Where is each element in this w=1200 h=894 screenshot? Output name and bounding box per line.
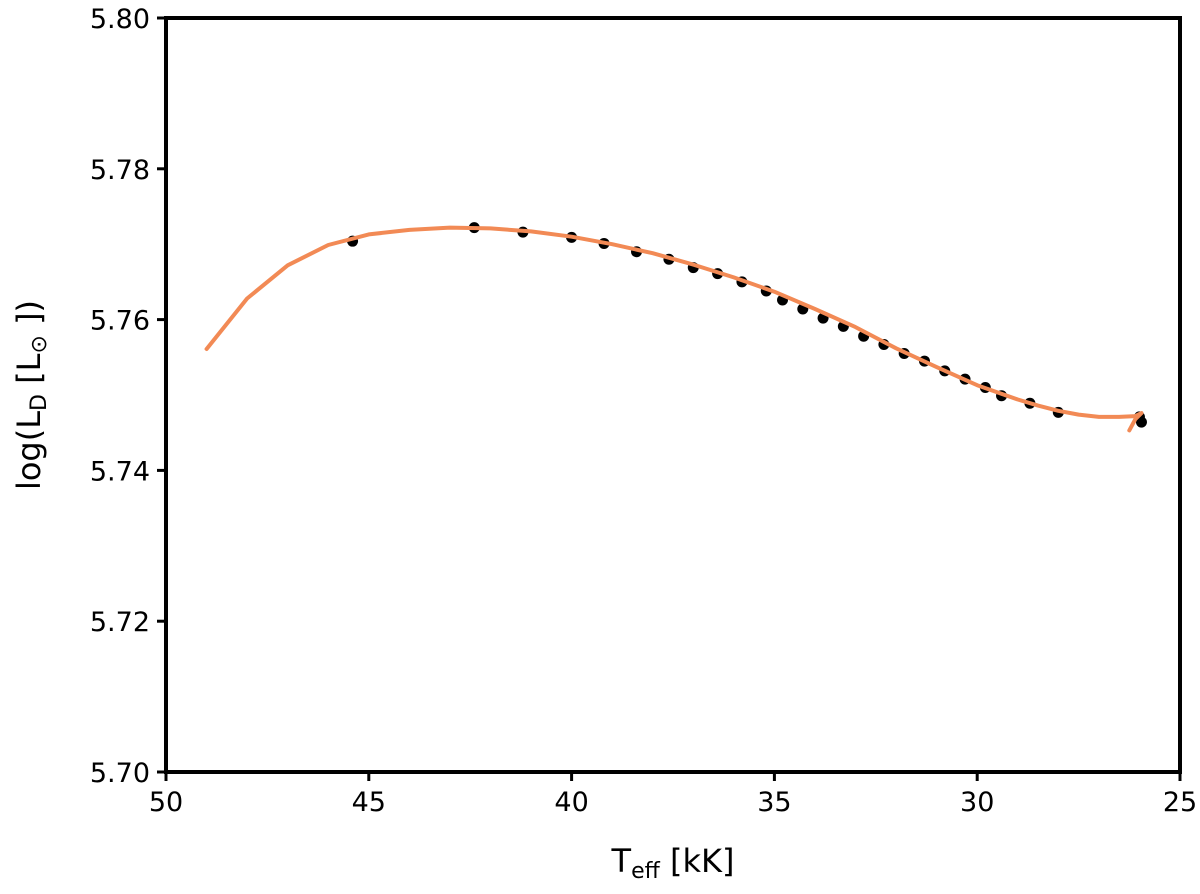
- y-axis-label: log(LD [L⊙ ]): [10, 300, 52, 490]
- chart-marks: [204, 222, 1147, 433]
- x-ticks: 50 45 40 35 30 25: [149, 772, 1197, 818]
- y-tick-label: 5.70: [90, 758, 150, 789]
- x-tick-label: 35: [757, 787, 791, 818]
- x-tick-label: 45: [352, 787, 386, 818]
- model-curve: [204, 225, 1144, 433]
- x-tick-label: 50: [149, 787, 183, 818]
- x-axis-label-main: T: [611, 842, 632, 880]
- x-axis-label: Teff [kK]: [611, 842, 735, 884]
- y-axis-label-post: ]): [10, 300, 48, 335]
- y-tick-label: 5.78: [90, 155, 150, 186]
- y-tick-label: 5.80: [90, 4, 150, 35]
- y-axis-label-pre: log(L: [10, 411, 48, 490]
- y-axis-label-mid: [L: [10, 353, 48, 394]
- x-tick-label: 40: [554, 787, 588, 818]
- x-axis-label-rest: [kK]: [660, 842, 735, 880]
- y-tick-label: 5.74: [90, 456, 150, 487]
- y-axis-label-sub2: ⊙: [27, 335, 52, 353]
- plot-frame: [164, 16, 1182, 774]
- data-point: [1135, 416, 1147, 428]
- x-tick-label: 30: [960, 787, 994, 818]
- y-tick-label: 5.76: [90, 306, 150, 337]
- y-tick-label: 5.72: [90, 607, 150, 638]
- x-tick-label: 25: [1163, 787, 1197, 818]
- x-axis-label-sub: eff: [631, 859, 661, 884]
- y-axis-label-sub: D: [27, 394, 52, 411]
- y-ticks: 5.70 5.72 5.74 5.76 5.78 5.80: [90, 4, 166, 789]
